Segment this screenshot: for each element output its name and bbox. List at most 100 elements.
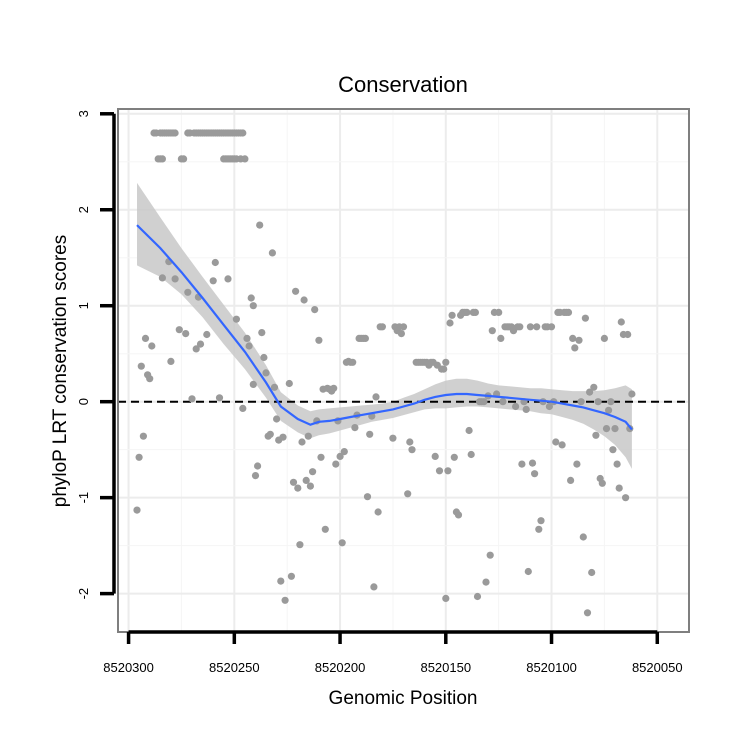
data-point	[351, 424, 359, 432]
data-point	[300, 296, 308, 304]
x-axis-label: Genomic Position	[329, 688, 478, 709]
data-point	[302, 476, 310, 484]
data-point	[281, 596, 289, 604]
data-point	[133, 506, 141, 514]
data-point	[146, 375, 154, 383]
data-point	[292, 287, 300, 295]
data-point	[332, 460, 340, 468]
data-point	[279, 433, 287, 441]
data-point	[239, 129, 247, 137]
data-point	[262, 369, 270, 377]
data-point	[486, 551, 494, 559]
data-point	[330, 384, 338, 392]
data-point	[361, 334, 369, 342]
data-point	[315, 336, 323, 344]
data-point	[171, 129, 179, 137]
data-point	[442, 358, 450, 366]
data-point	[196, 340, 205, 348]
data-point	[349, 358, 357, 366]
data-point	[289, 478, 298, 486]
data-point	[296, 541, 304, 549]
data-point	[547, 323, 556, 331]
data-point	[602, 425, 611, 433]
data-point	[617, 318, 625, 326]
data-point	[579, 533, 587, 541]
x-tick-label: 8520100	[526, 660, 577, 675]
data-point	[340, 448, 348, 456]
data-point	[254, 462, 262, 470]
data-point	[251, 472, 260, 480]
data-point	[273, 415, 281, 423]
data-point	[488, 327, 496, 335]
data-point	[287, 572, 295, 580]
data-point	[137, 362, 145, 370]
data-point	[277, 577, 285, 585]
data-point	[564, 308, 573, 316]
data-point	[609, 446, 617, 454]
data-point	[408, 446, 416, 454]
data-point	[594, 398, 602, 406]
data-point	[583, 609, 592, 617]
data-point	[211, 258, 219, 267]
data-point	[442, 594, 450, 603]
data-point	[158, 155, 166, 163]
data-point	[224, 275, 232, 283]
data-point	[518, 460, 526, 468]
y-tick-label: 2	[76, 206, 91, 213]
data-point	[306, 482, 314, 490]
data-point	[535, 525, 543, 533]
data-point	[158, 274, 166, 282]
data-point	[531, 470, 539, 478]
data-point	[577, 398, 585, 406]
data-point	[448, 311, 456, 319]
data-point	[285, 379, 293, 388]
data-point	[209, 277, 217, 285]
data-point	[141, 334, 150, 342]
data-point	[247, 294, 255, 302]
data-point	[309, 468, 317, 476]
data-point	[516, 323, 524, 331]
data-point	[524, 567, 532, 576]
y-axis: -2 -1 0 1 2 3	[76, 110, 116, 599]
data-point	[522, 405, 530, 413]
data-point	[321, 525, 329, 533]
data-point	[406, 438, 414, 446]
y-tick-label: -1	[76, 492, 91, 504]
data-point	[526, 323, 535, 331]
data-point	[317, 453, 325, 461]
data-point	[404, 490, 412, 498]
data-point	[567, 476, 575, 484]
data-point	[624, 330, 632, 339]
data-point	[180, 155, 188, 163]
data-point	[444, 467, 452, 475]
data-point	[171, 275, 179, 283]
data-point	[148, 342, 156, 350]
data-point	[192, 345, 200, 353]
data-point	[465, 426, 473, 435]
data-point	[338, 539, 346, 547]
data-point	[215, 394, 224, 402]
data-point	[266, 430, 274, 438]
x-tick-label: 8520150	[420, 660, 471, 675]
data-point	[336, 452, 344, 460]
data-point	[571, 344, 579, 352]
data-point	[467, 450, 475, 459]
data-point	[270, 383, 279, 391]
data-point	[533, 323, 541, 331]
y-axis-label: phyloP LRT conservation scores	[50, 235, 71, 508]
data-point	[628, 390, 636, 398]
data-point	[573, 460, 581, 468]
data-point	[372, 393, 380, 401]
data-point	[581, 314, 590, 322]
data-point	[446, 319, 454, 327]
data-point	[590, 383, 598, 391]
grid-lines	[118, 109, 689, 632]
data-point	[256, 221, 264, 229]
data-point	[245, 342, 253, 350]
data-point	[363, 493, 372, 501]
data-point	[399, 323, 408, 331]
data-point	[260, 353, 268, 362]
data-point	[607, 398, 615, 406]
data-point	[586, 388, 594, 396]
